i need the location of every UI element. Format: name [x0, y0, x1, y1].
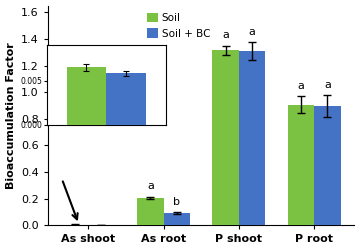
- Bar: [212, 50, 239, 226]
- Bar: [314, 106, 341, 226]
- Text: a: a: [324, 80, 331, 90]
- Text: a: a: [297, 81, 305, 91]
- Text: a: a: [222, 30, 229, 40]
- Text: b: b: [173, 197, 180, 207]
- Bar: [106, 74, 146, 125]
- Bar: [137, 198, 163, 226]
- Bar: [288, 105, 314, 226]
- Text: a: a: [147, 182, 154, 192]
- Text: a: a: [248, 27, 256, 37]
- Bar: [67, 67, 106, 125]
- Bar: [88, 225, 114, 226]
- Legend: Soil, Soil + BC: Soil, Soil + BC: [145, 11, 212, 40]
- Bar: [62, 225, 88, 226]
- Bar: [163, 214, 190, 226]
- Y-axis label: Bioaccumulation Factor: Bioaccumulation Factor: [5, 42, 15, 189]
- Bar: [239, 51, 265, 226]
